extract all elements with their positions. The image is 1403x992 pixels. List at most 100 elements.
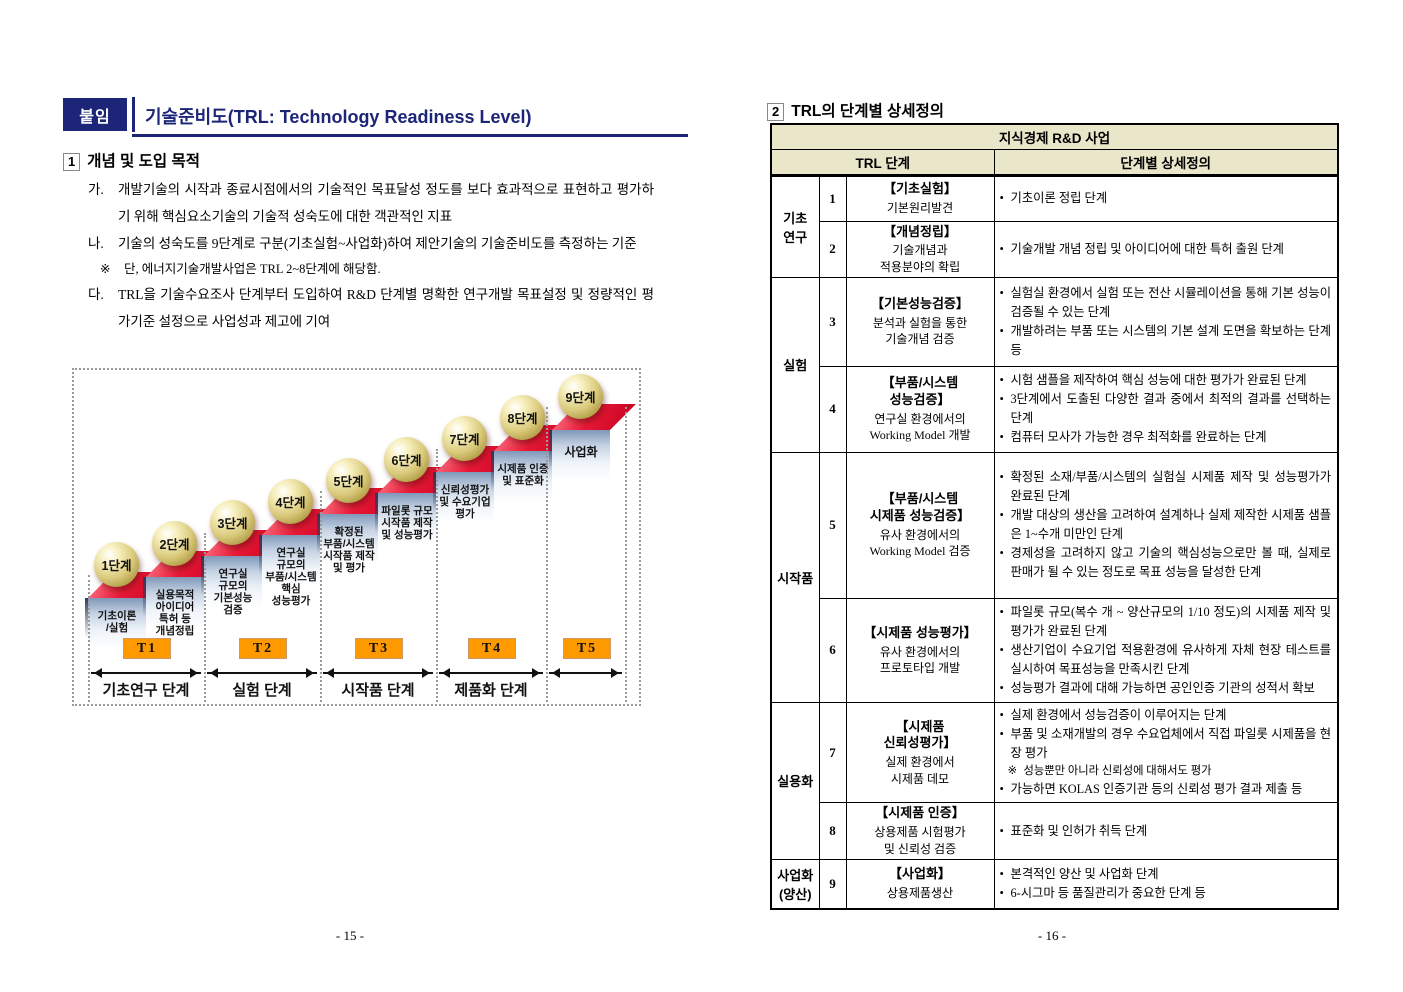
stage-subtitle: 실제 환경에서 시제품 데모 xyxy=(885,755,955,786)
bullet-text: 컴퓨터 모사가 가능한 경우 최적화를 완료하는 단계 xyxy=(1010,430,1267,445)
step-2-front xyxy=(143,577,204,631)
detail-bullet: • 본격적인 양산 및 사업화 단계 xyxy=(1000,865,1332,884)
bullet-text: 개발 대상의 생산을 고려하여 설계하나 실제 제작한 시제품 샘플은 1~수개… xyxy=(1010,508,1332,542)
bullet-text: 6-시그마 등 품질관리가 중요한 단계 등 xyxy=(1010,885,1206,900)
stage-title: 【기초실험】 xyxy=(883,180,957,196)
bullet-marker: • xyxy=(999,323,1004,338)
bullet-marker: • xyxy=(999,823,1004,838)
detail-bullet: • 개발하려는 부품 또는 시스템의 기본 설계 도면을 확보하는 단계 등 xyxy=(1000,322,1332,360)
stage-subtitle: 분석과 실험을 통한 기술개념 검증 xyxy=(872,316,968,347)
table-row: 실용화 7 【시제품 신뢰성평가】 실제 환경에서 시제품 데모 • 실제 환경에… xyxy=(770,701,1339,860)
step-9-front xyxy=(549,430,610,484)
step-5-ball: 5단계 xyxy=(326,458,371,503)
paragraph-na: 나. 기술의 성숙도를 9단계로 구분(기초실험~사업화)하여 제안기술의 기술… xyxy=(88,230,654,257)
bullet-marker: • xyxy=(999,430,1004,445)
paragraph-marker: 나. xyxy=(88,236,104,251)
stage-detail: • 시험 샘플을 제작하여 핵심 성능에 대한 평가가 완료된 단계 • 3단계에서… xyxy=(993,365,1339,453)
paragraph-note: ※ 단, 에너지기술개발사업은 TRL 2~8단계에 해당함. xyxy=(100,257,654,281)
detail-bullet: • 6-시그마 등 품질관리가 중요한 단계 등 xyxy=(1000,884,1332,903)
step-3-label: 3단계 xyxy=(217,517,248,531)
table-row: 2 【개념정립】 기술개념과 적용분야의 확립 • 기술개발 개념 정립 및 아이… xyxy=(771,220,1339,278)
bullet-marker: • xyxy=(999,546,1004,561)
phase-arrow xyxy=(91,668,201,678)
phase-arrow xyxy=(323,668,433,678)
stage-number: 7 xyxy=(818,701,847,804)
section-1-body: 가. 개발기술의 시작과 종료시점에서의 기술적인 목표달성 정도를 보다 효과… xyxy=(88,176,654,335)
section-2-title: TRL의 단계별 상세정의 xyxy=(791,103,945,120)
table-row: 기초 연구 1 【기초실험】 기본원리발견 • 기초이론 정립 단계 xyxy=(770,174,1339,278)
stage-number: 2 xyxy=(818,220,847,278)
phase-arrow xyxy=(207,668,317,678)
note-marker: ※ xyxy=(100,262,111,276)
stage-name: 【부품/시스템 성능검증】 연구실 환경에서의 Working Model 개발 xyxy=(845,365,995,453)
paragraph-text: 기술의 성숙도를 9단계로 구분(기초실험~사업화)하여 제안기술의 기술준비도… xyxy=(118,236,637,251)
stage-name: 【시제품 성능평가】 유사 환경에서의 프로토타입 개발 xyxy=(845,597,995,703)
page-number-left: - 15 - xyxy=(335,928,365,943)
paragraph-da: 다. TRL을 기술수요조사 단계부터 도입하여 R&D 단계별 명확한 연구개… xyxy=(88,281,654,335)
paragraph-ga: 가. 개발기술의 시작과 종료시점에서의 기술적인 목표달성 정도를 보다 효과… xyxy=(88,176,654,230)
step-4-front xyxy=(259,535,320,589)
stage-number: 6 xyxy=(818,597,847,703)
stage-title: 【개념정립】 xyxy=(883,223,957,239)
bullet-marker: • xyxy=(999,285,1004,300)
segment-boundary xyxy=(204,533,206,702)
stage-detail: • 기초이론 정립 단계 xyxy=(993,174,1339,222)
bullet-text: 파일롯 규모(복수 개 ~ 양산규모의 1/10 정도)의 시제품 제작 및 평… xyxy=(1010,604,1332,638)
phase-label-commercial: 제품화 단계 xyxy=(454,682,528,699)
step-1-caption: 기초이론 /실험 xyxy=(97,610,137,634)
bullet-marker: • xyxy=(999,604,1004,619)
stage-subtitle: 기본원리발견 xyxy=(886,200,954,215)
detail-note: ※ 성능뿐만 아니라 신뢰성에 대해서도 평가 xyxy=(1000,763,1332,781)
stage-name: 【부품/시스템 시제품 성능검증】 유사 환경에서의 Working Model… xyxy=(845,451,995,599)
bullet-text: 실제 환경에서 성능검증이 이루어지는 단계 xyxy=(1010,707,1227,722)
table-row: 시작품 5 【부품/시스템 시제품 성능검증】 유사 환경에서의 Working… xyxy=(770,451,1339,703)
paragraph-marker: 가. xyxy=(88,182,104,197)
bullet-marker: • xyxy=(999,726,1004,741)
stage-name: 【기본성능검증】 분석과 실험을 통한 기술개념 검증 xyxy=(845,276,995,367)
stage-detail: • 표준화 및 인허가 취득 단계 xyxy=(993,802,1339,860)
stage-detail: • 확정된 소재/부품/시스템의 실험실 시제품 제작 및 성능평가가 완료된 단… xyxy=(993,451,1339,599)
step-5-front xyxy=(317,514,378,568)
step-6-ball: 6단계 xyxy=(384,437,429,482)
segment-boundary xyxy=(625,407,627,702)
step-8-ball: 8단계 xyxy=(500,395,545,440)
table-row: 4 【부품/시스템 성능검증】 연구실 환경에서의 Working Model … xyxy=(771,365,1339,453)
stage-number: 3 xyxy=(818,276,847,367)
trl-definition-table: 지식경제 R&D 사업 TRL 단계 단계별 상세정의 기초 연구 1 【기초실… xyxy=(770,123,1340,911)
bullet-text: 시험 샘플을 제작하여 핵심 성능에 대한 평가가 완료된 단계 xyxy=(1010,373,1307,388)
bullet-marker: • xyxy=(999,680,1004,695)
t2-badge: T2 xyxy=(239,638,287,659)
segment-boundary xyxy=(88,575,90,702)
stage-subtitle: 유사 환경에서의 Working Model 검증 xyxy=(869,527,971,559)
note-text: 단, 에너지기술개발사업은 TRL 2~8단계에 해당함. xyxy=(124,262,381,276)
detail-bullet: • 경제성을 고려하지 않고 기술의 핵심성능으로만 볼 때, 실제로 판매가 될… xyxy=(1000,544,1332,582)
stage-number: 5 xyxy=(818,451,847,599)
bullet-marker: • xyxy=(999,373,1004,388)
step-8-label: 8단계 xyxy=(507,412,538,426)
detail-bullet: • 성능평가 결과에 대해 가능하면 공인인증 기관의 성적서 확보 xyxy=(1000,679,1332,698)
table-row: 실험 3 【기본성능검증】 분석과 실험을 통한 기술개념 검증 • 실험실 환경… xyxy=(770,276,1339,453)
detail-bullet: • 가능하면 KOLAS 인증기관 등의 신뢰성 평가 결과 제출 등 xyxy=(1000,780,1332,799)
bullet-text: 성능평가 결과에 대해 가능하면 공인인증 기관의 성적서 확보 xyxy=(1010,680,1315,695)
group-label-prototype: 시작품 xyxy=(770,451,820,703)
stage-subtitle: 상용제품생산 xyxy=(886,886,954,901)
segment-boundary xyxy=(436,449,438,702)
detail-bullet: • 파일롯 규모(복수 개 ~ 양산규모의 1/10 정도)의 시제품 제작 및 … xyxy=(1000,603,1332,641)
phase-arrow xyxy=(439,668,543,678)
step-2-label: 2단계 xyxy=(159,538,190,552)
step-6-caption: 파일롯 규모 시작품 제작 및 성능평가 xyxy=(381,505,433,541)
phase-label-prototype: 시작품 단계 xyxy=(341,682,415,699)
bullet-text: 가능하면 KOLAS 인증기관 등의 신뢰성 평가 결과 제출 등 xyxy=(1010,782,1303,797)
title-underline xyxy=(132,134,688,137)
stage-subtitle: 유사 환경에서의 프로토타입 개발 xyxy=(879,644,961,675)
table-row: 사업화 (양산) 9 【사업화】 상용제품생산 • 본격적인 양산 및 사업화 단… xyxy=(770,858,1339,910)
stage-detail: • 실제 환경에서 성능검증이 이루어지는 단계 • 부품 및 소재개발의 경우 수… xyxy=(993,701,1339,804)
bullet-marker: • xyxy=(999,707,1004,722)
bullet-marker: • xyxy=(999,241,1004,256)
section-1-title: 개념 및 도입 목적 xyxy=(87,153,200,170)
column-header-detail: 단계별 상세정의 xyxy=(993,148,1339,177)
section-1-heading: 1 개념 및 도입 목적 xyxy=(63,149,200,171)
step-7-caption: 신뢰성평가 및 수요기업 평가 xyxy=(439,484,491,520)
bullet-text: 표준화 및 인허가 취득 단계 xyxy=(1010,823,1148,838)
group-label-basic-research: 기초 연구 xyxy=(770,174,820,278)
